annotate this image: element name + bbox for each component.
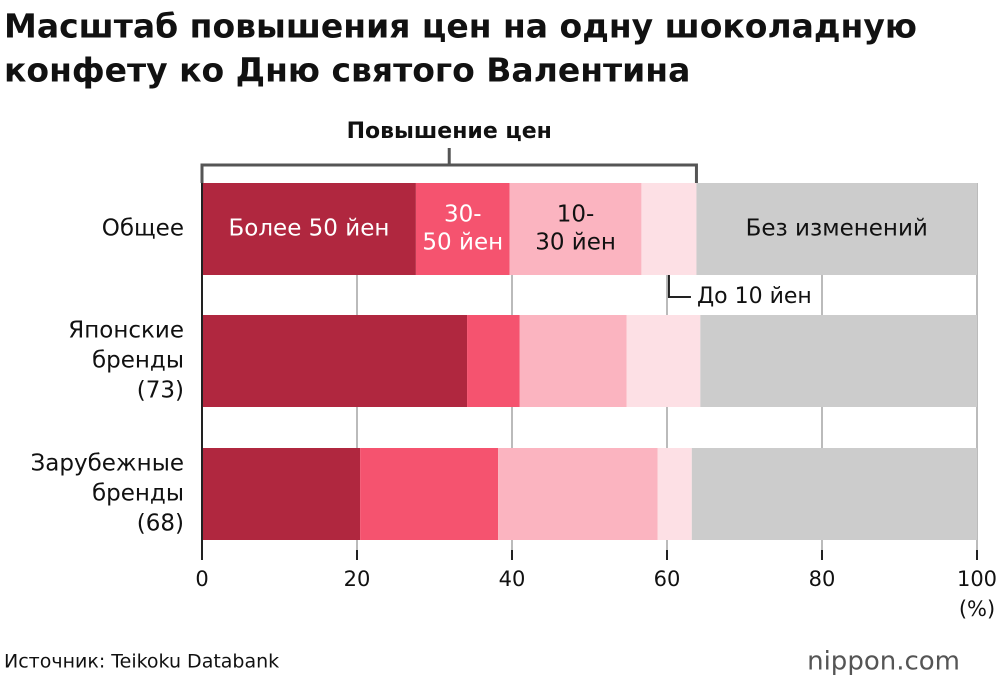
bar-segment [202,448,361,540]
x-tick-label: 100 [957,567,997,591]
y-tick-label: Зарубежные [31,451,184,477]
chart-title: конфету ко Дню святого Валентина [4,51,690,90]
segment-label: 30 йен [535,230,616,256]
y-tick-label: (73) [137,378,184,404]
logo: nippon.com [807,647,960,677]
y-tick-label: бренды [92,348,184,374]
bar-segment [415,183,510,275]
y-tick-label: бренды [92,481,184,507]
y-tick-label: (68) [137,511,184,537]
bar-segment [202,315,468,407]
segment-label: 10- [557,202,595,228]
segment-label: Без изменений [746,216,928,242]
x-tick-label: 40 [499,567,526,591]
callout-line [667,275,691,298]
bar-segment [691,448,977,540]
bar-segment [360,448,499,540]
x-tick-label: 80 [809,567,836,591]
bar-segment [657,448,692,540]
bar-segment [519,315,627,407]
bar-segment [509,183,642,275]
bar-segment [700,315,977,407]
y-tick-label: Японские [68,318,184,344]
segment-label: До 10 йен [697,284,812,309]
source: Источник: Teikoku Databank [4,651,279,673]
x-tick-label: 60 [654,567,681,591]
segment-label: 50 йен [422,230,503,256]
bar-segment [202,183,416,275]
bracket [200,148,698,183]
y-tick-label: Общее [102,216,184,242]
segment-label: 30- [444,202,482,228]
bar-segment [626,315,701,407]
bar-segment [467,315,520,407]
x-tick-label: 20 [344,567,371,591]
annotation: Повышение цен [347,119,552,144]
bar-segment [696,183,977,275]
segment-label: Более 50 йен [229,216,390,242]
bar-segment [498,448,658,540]
x-tick-label: 0 [195,567,208,591]
bar-segment [641,183,697,275]
x-unit: (%) [959,597,995,621]
chart-title: Масштаб повышения цен на одну шоколадную [4,7,917,46]
